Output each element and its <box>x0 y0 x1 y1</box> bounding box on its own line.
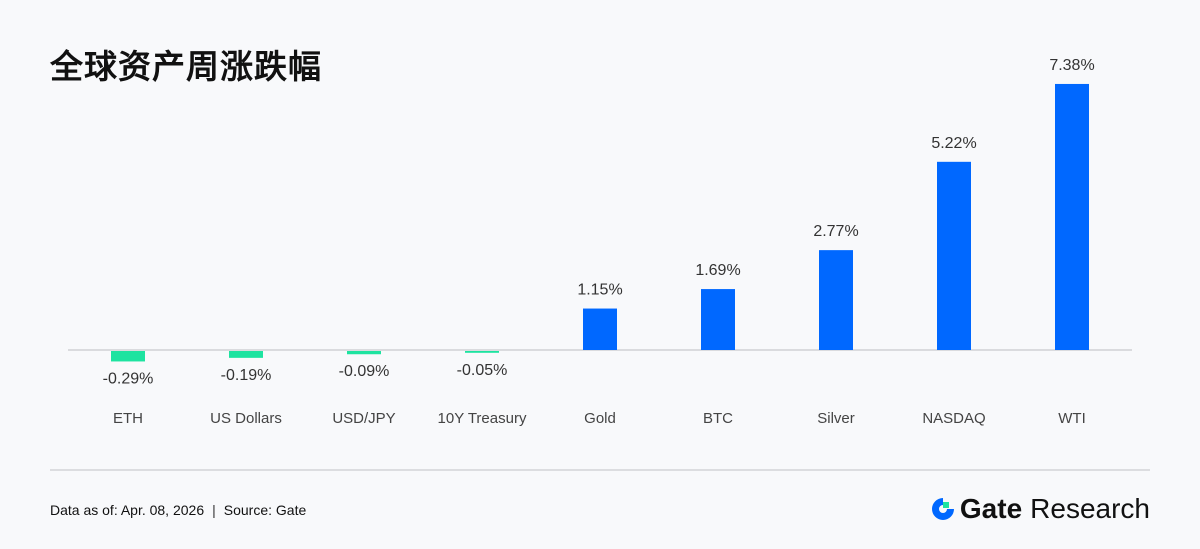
category-label: US Dollars <box>210 410 282 427</box>
footer: Data as of: Apr. 08, 2026 | Source: Gate <box>50 502 306 518</box>
data-label: 1.15% <box>577 282 622 299</box>
gate-logo-icon <box>931 498 954 520</box>
bar-WTI <box>1055 83 1089 351</box>
category-label: ETH <box>113 410 143 427</box>
logo-suffix: Research <box>1030 493 1150 524</box>
divider <box>50 469 1150 471</box>
bar-USD/JPY <box>347 351 381 355</box>
data-label: 1.69% <box>695 262 740 279</box>
bar-chart: -0.29% ETH -0.19% US Dollars -0.09% USD/JPY -0… <box>68 57 1132 427</box>
data-label: -0.29% <box>103 370 154 387</box>
data-label: -0.19% <box>221 367 272 384</box>
bar-ETH <box>111 351 145 362</box>
data-label: -0.09% <box>339 363 390 380</box>
data-label: 5.22% <box>931 135 976 152</box>
category-label: 10Y Treasury <box>438 410 527 427</box>
separator: | <box>212 502 216 518</box>
category-label: USD/JPY <box>332 410 395 427</box>
category-label: Gold <box>584 410 616 427</box>
bar-10Y Treasury <box>465 351 499 353</box>
data-label: -0.05% <box>457 362 508 379</box>
category-label: NASDAQ <box>922 410 985 427</box>
logo-brand: Gate <box>959 493 1023 524</box>
chart-title: 全球资产周涨跌幅 <box>50 47 322 86</box>
date-note: Data as of: Apr. 08, 2026 <box>50 502 205 518</box>
bar-Silver <box>819 250 853 350</box>
category-label: BTC <box>703 410 733 427</box>
bar-US Dollars <box>229 351 263 358</box>
data-label: 7.38% <box>1049 57 1094 74</box>
bar-BTC <box>701 289 735 350</box>
bar-NASDAQ <box>937 161 971 350</box>
gate-research-logo: Gate Research <box>930 493 1150 525</box>
data-label: 2.77% <box>813 223 858 240</box>
source-note: Source: Gate <box>223 502 307 518</box>
category-label: Silver <box>817 410 855 427</box>
category-label: WTI <box>1058 410 1086 427</box>
bar-Gold <box>583 308 617 350</box>
